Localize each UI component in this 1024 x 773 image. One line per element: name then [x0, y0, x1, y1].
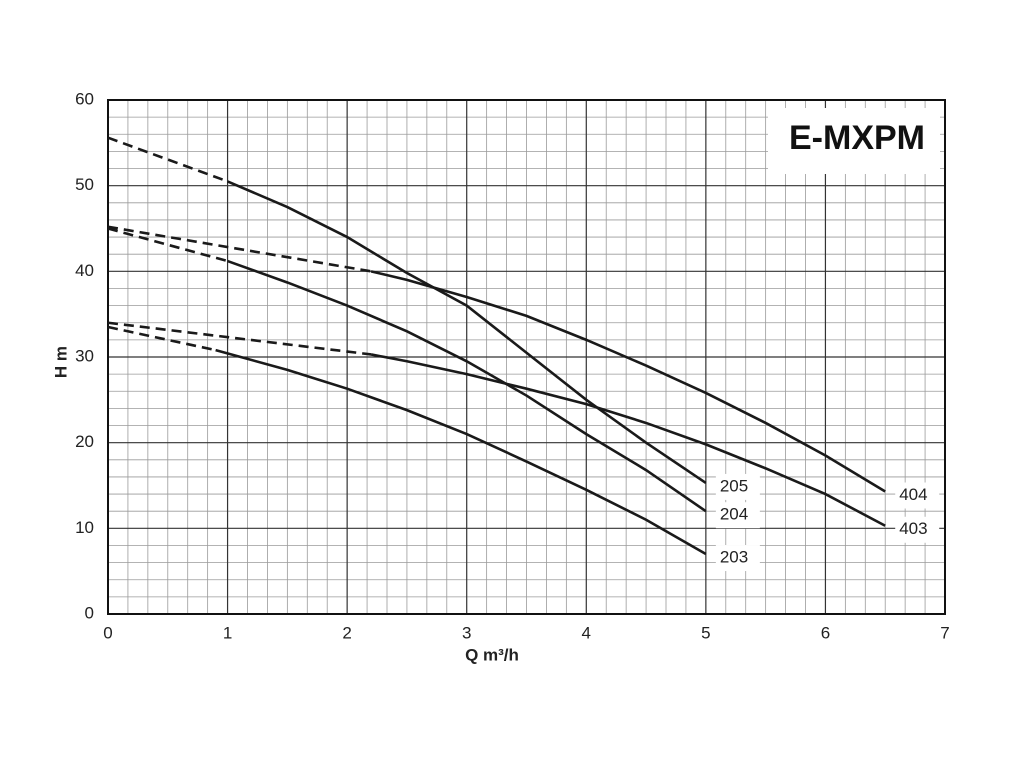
curve-dashed	[107, 325, 216, 352]
curve	[370, 270, 886, 493]
legend-label-bg	[895, 482, 940, 509]
legend-label: 204	[720, 505, 748, 524]
legend-label-bg	[895, 516, 940, 543]
curve-dashed	[107, 227, 228, 263]
legend-label: 203	[720, 548, 748, 567]
x-tick-label: 6	[821, 623, 830, 642]
legend-label-bg	[715, 502, 760, 529]
legend-label: 403	[899, 519, 927, 538]
chart-title: E-MXPM	[789, 119, 925, 157]
curve-dashed	[107, 321, 372, 356]
curve	[227, 259, 707, 513]
x-tick-label: 7	[940, 623, 949, 642]
curve	[215, 348, 707, 556]
legend-label: 404	[899, 485, 927, 504]
x-tick-label: 3	[462, 623, 471, 642]
x-tick-label: 4	[582, 623, 591, 642]
x-tick-label: 0	[103, 623, 112, 642]
y-tick-label: 60	[75, 89, 94, 108]
y-tick-label: 20	[75, 432, 94, 451]
x-tick-label: 1	[223, 623, 232, 642]
title-box	[768, 108, 940, 174]
legend-label-bg	[715, 545, 760, 572]
legend-label: 205	[720, 476, 748, 495]
y-tick-label: 50	[75, 175, 94, 194]
y-tick-label: 30	[75, 346, 94, 365]
x-tick-label: 5	[701, 623, 710, 642]
y-tick-label: 0	[85, 603, 94, 622]
plot-frame	[107, 99, 946, 615]
curve-dashed	[107, 225, 372, 273]
y-axis-label: H m	[51, 346, 70, 378]
curve-dashed	[107, 136, 229, 183]
curve	[370, 353, 886, 527]
legend-label-bg	[715, 473, 760, 500]
x-axis-label: Q m³/h	[465, 645, 519, 664]
y-tick-label: 10	[75, 518, 94, 537]
y-tick-label: 40	[75, 261, 94, 280]
curve	[227, 180, 707, 485]
x-tick-label: 2	[342, 623, 351, 642]
